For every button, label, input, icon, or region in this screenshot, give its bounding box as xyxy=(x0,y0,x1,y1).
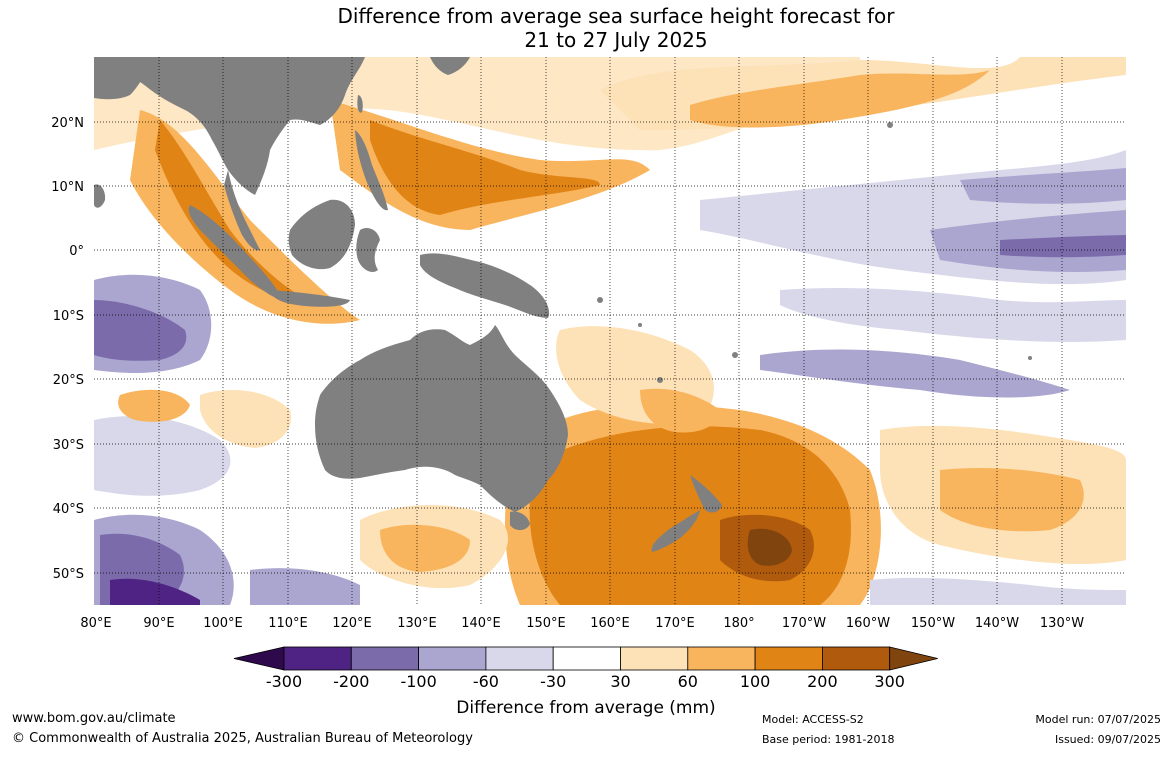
map-gridlines xyxy=(94,57,1126,605)
india-landmass xyxy=(94,57,150,100)
colorbar-segment xyxy=(552,646,621,671)
lon-label: 160°E xyxy=(590,616,630,631)
lat-label: 40°S xyxy=(53,502,84,517)
colorbar-segment xyxy=(620,646,689,671)
borneo-landmass xyxy=(288,199,355,270)
lon-label: 130°W xyxy=(1040,616,1084,631)
title-line-1: Difference from average sea surface heig… xyxy=(337,4,895,28)
lon-label: 80°E xyxy=(80,616,111,631)
longitude-labels: 80°E 90°E 100°E 110°E 120°E 130°E 140°E … xyxy=(80,616,1084,631)
philippines-landmass xyxy=(355,130,388,211)
lon-label: 180° xyxy=(723,616,754,631)
colorbar-tick: 200 xyxy=(807,672,838,691)
model-run-text: Model run: 07/07/2025 xyxy=(1035,713,1161,726)
new-zealand-north-island xyxy=(690,475,722,513)
lon-label: 130°E xyxy=(397,616,437,631)
colorbar-extend-high xyxy=(889,646,938,671)
colorbar-title: Difference from average (mm) xyxy=(456,698,715,718)
taiwan-landmass xyxy=(357,95,363,113)
colorbar-tick: 100 xyxy=(740,672,771,691)
colorbar-tick: 60 xyxy=(678,672,698,691)
colorbar-extend-low xyxy=(233,646,285,671)
new-guinea-landmass xyxy=(420,253,550,318)
title-line-2: 21 to 27 July 2025 xyxy=(524,28,708,52)
colorbar-segment xyxy=(350,646,419,671)
lat-label: 0° xyxy=(69,244,84,259)
colorbar-segment xyxy=(485,646,554,671)
lat-label: 20°S xyxy=(53,373,84,388)
latitude-labels: 20°N 10°N 0° 10°S 20°S 30°S 40°S 50°S xyxy=(51,116,84,582)
colorbar-tick-labels: -300 -200 -100 -60 -30 30 60 100 200 300 xyxy=(266,672,905,691)
sri-lanka-landmass xyxy=(94,184,106,208)
asia-landmass xyxy=(94,57,365,195)
colorbar-tick: 300 xyxy=(874,672,905,691)
lat-label: 20°N xyxy=(51,116,84,131)
colorbar-tick: -200 xyxy=(333,672,369,691)
lon-label: 160°W xyxy=(846,616,890,631)
colorbar-segment xyxy=(822,646,891,671)
colorbar xyxy=(233,646,938,671)
lat-label: 10°S xyxy=(53,309,84,324)
website-link[interactable]: www.bom.gov.au/climate xyxy=(12,711,176,726)
lon-label: 120°E xyxy=(332,616,372,631)
lon-label: 140°E xyxy=(461,616,501,631)
lon-label: 170°E xyxy=(655,616,695,631)
base-period-text: Base period: 1981-2018 xyxy=(762,733,895,746)
copyright-text: © Commonwealth of Australia 2025, Austra… xyxy=(12,731,473,746)
tasmania-landmass xyxy=(510,511,530,531)
malay-peninsula xyxy=(224,170,260,251)
lon-label: 170°W xyxy=(782,616,826,631)
colorbar-tick: -60 xyxy=(473,672,499,691)
land-masses xyxy=(94,57,1032,552)
issued-text: Issued: 09/07/2025 xyxy=(1054,733,1161,746)
anomaly-field xyxy=(94,57,1126,605)
colorbar-tick: -300 xyxy=(266,672,302,691)
model-text: Model: ACCESS-S2 xyxy=(762,713,864,726)
lon-label: 110°E xyxy=(268,616,308,631)
colorbar-tick: 30 xyxy=(610,672,630,691)
sulawesi-landmass xyxy=(356,228,380,272)
colorbar-tick: -100 xyxy=(400,672,436,691)
lat-label: 30°S xyxy=(53,438,84,453)
colorbar-segment xyxy=(418,646,487,671)
lon-label: 140°W xyxy=(975,616,1019,631)
lon-label: 90°E xyxy=(143,616,174,631)
australia-landmass xyxy=(315,325,568,512)
colorbar-tick: -30 xyxy=(540,672,566,691)
java-landmass xyxy=(270,290,350,307)
new-zealand-south-island xyxy=(651,510,700,552)
map-panel xyxy=(94,57,1126,605)
lon-label: 150°W xyxy=(911,616,955,631)
colorbar-segment xyxy=(687,646,756,671)
lat-label: 50°S xyxy=(53,567,84,582)
lon-label: 100°E xyxy=(203,616,243,631)
sumatra-landmass xyxy=(188,205,282,299)
lon-label: 150°E xyxy=(526,616,566,631)
colorbar-segment xyxy=(754,646,823,671)
japan-landmass xyxy=(430,57,470,75)
lat-label: 10°N xyxy=(51,180,84,195)
colorbar-segment xyxy=(283,646,352,671)
